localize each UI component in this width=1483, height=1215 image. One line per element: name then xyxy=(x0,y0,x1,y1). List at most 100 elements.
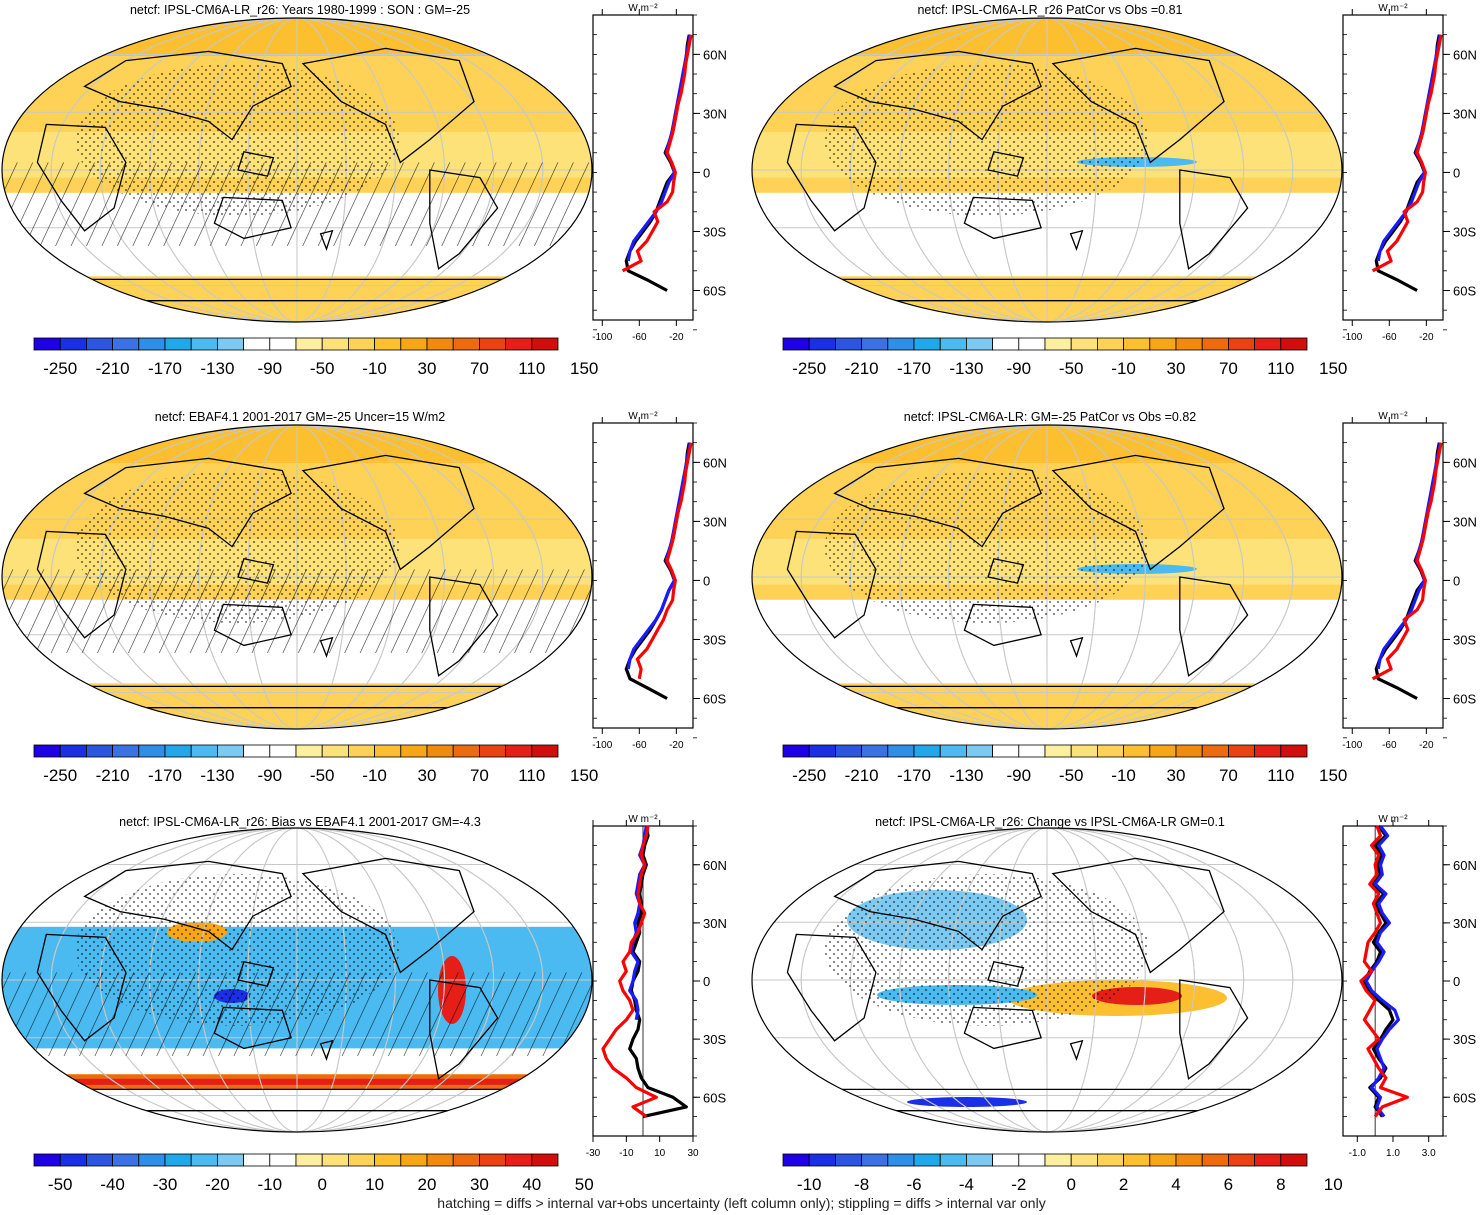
lat-label: 30N xyxy=(703,916,727,931)
map-border xyxy=(751,424,1343,730)
colorbar-label: 4 xyxy=(1171,1175,1180,1194)
colorbar-swatch xyxy=(478,744,506,758)
colorbar-label: 50 xyxy=(575,1175,594,1194)
colorbar-label: 30 xyxy=(1167,359,1186,378)
colorbar-swatch xyxy=(452,337,480,351)
colorbar-swatch xyxy=(59,337,87,351)
colorbar-swatch xyxy=(426,744,454,758)
x-tick-label: -30 xyxy=(586,1148,601,1159)
profile-line-obs xyxy=(1371,442,1443,681)
colorbar-label: -50 xyxy=(310,359,335,378)
colorbar-swatch xyxy=(190,744,218,758)
lat-label: 60N xyxy=(703,858,727,873)
colorbar-swatch xyxy=(59,1153,87,1167)
colorbar-swatch xyxy=(505,337,533,351)
colorbar-swatch xyxy=(86,744,114,758)
lat-label: 0 xyxy=(1453,165,1460,180)
colorbar-swatch xyxy=(1070,1153,1098,1167)
x-tick-label: -60 xyxy=(1382,332,1397,343)
colorbar-swatch xyxy=(269,337,297,351)
colorbar-swatch xyxy=(86,1153,114,1167)
profile-frame xyxy=(1342,825,1444,1137)
stippling xyxy=(824,874,1150,1026)
lat-label: 60S xyxy=(1453,1090,1476,1105)
colorbar-swatch xyxy=(452,744,480,758)
colorbar-swatch xyxy=(243,337,271,351)
colorbar-label: 110 xyxy=(1267,766,1294,785)
colorbar-swatch xyxy=(59,744,87,758)
colorbar-label: -50 xyxy=(1059,766,1084,785)
colorbar-swatch xyxy=(1254,744,1282,758)
colorbar-swatch xyxy=(1175,1153,1203,1167)
colorbar-label: 6 xyxy=(1224,1175,1233,1194)
colorbar-swatch xyxy=(112,1153,140,1167)
colorbar-label: 30 xyxy=(1167,766,1186,785)
hatching xyxy=(2,972,592,1056)
panel-title-5: netcf: IPSL-CM6A-LR_r26: Bias vs EBAF4.1… xyxy=(119,815,481,829)
profile-line-obs xyxy=(601,825,658,1118)
colorbar-label: -50 xyxy=(48,1175,73,1194)
colorbar-swatch xyxy=(835,1153,863,1167)
colorbar-swatch xyxy=(86,337,114,351)
colorbar-swatch xyxy=(400,337,428,351)
x-tick-label: -60 xyxy=(1382,740,1397,751)
colorbar-swatch xyxy=(782,744,810,758)
colorbar-label: -40 xyxy=(100,1175,125,1194)
colorbar-label: -210 xyxy=(845,766,879,785)
colorbar-swatch xyxy=(887,337,915,351)
profile-unit: W m⁻² xyxy=(628,814,658,825)
colorbar-swatch xyxy=(1228,337,1256,351)
colorbar-label: -170 xyxy=(897,359,931,378)
zonal-profile-1: 60N 30N 0 30S 60S -100 -60 -20 W m⁻² xyxy=(592,3,727,343)
colorbar-swatch xyxy=(33,1153,61,1167)
colorbar-swatch xyxy=(1175,744,1203,758)
coastline-7 xyxy=(1069,229,1084,251)
colorbar-swatch xyxy=(1123,1153,1151,1167)
x-tick-label: -20 xyxy=(1419,740,1434,751)
graticule-lon xyxy=(800,425,1294,729)
colorbar-swatch xyxy=(992,744,1020,758)
map-field-3 xyxy=(2,425,592,729)
colorbar-swatch xyxy=(782,337,810,351)
colorbar-swatch xyxy=(1280,1153,1308,1167)
profile-line-obs xyxy=(1371,34,1443,273)
colorbar-label: -10 xyxy=(362,359,387,378)
colorbar-6: -10 -8 -6 -4 -2 0 2 4 6 8 10 xyxy=(782,1153,1343,1194)
colorbar-label: 30 xyxy=(418,766,437,785)
colorbar-swatch xyxy=(321,744,349,758)
colorbar-label: 30 xyxy=(418,359,437,378)
colorbar-label: 70 xyxy=(470,766,489,785)
colorbar-label: 40 xyxy=(522,1175,541,1194)
colorbar-swatch xyxy=(1280,337,1308,351)
profile-frame xyxy=(1342,422,1444,729)
colorbar-swatch xyxy=(913,744,941,758)
map-panel-4 xyxy=(751,424,1343,730)
colorbar-swatch xyxy=(347,1153,375,1167)
lat-label: 30N xyxy=(1453,106,1477,121)
lat-label: 30N xyxy=(1453,916,1477,931)
colorbar-swatch xyxy=(1149,337,1177,351)
panel-title-3: netcf: EBAF4.1 2001-2017 GM=-25 Uncer=15… xyxy=(154,410,446,424)
colorbar-swatch xyxy=(33,337,61,351)
coastline-5 xyxy=(1179,979,1249,1080)
colorbar-swatch xyxy=(1018,744,1046,758)
coastline-5 xyxy=(1179,169,1249,270)
colorbar-label: -10 xyxy=(797,1175,822,1194)
lat-label: 0 xyxy=(1453,974,1460,989)
colorbar-swatch xyxy=(269,1153,297,1167)
colorbar-label: -30 xyxy=(153,1175,178,1194)
hatching xyxy=(2,162,592,246)
lat-label: 30N xyxy=(703,106,727,121)
colorbar-label: -170 xyxy=(148,766,182,785)
colorbar-swatch xyxy=(400,1153,428,1167)
x-tick-label: -20 xyxy=(1419,332,1434,343)
graticule-lon xyxy=(800,828,1294,1132)
colorbar-swatch xyxy=(347,744,375,758)
panel-title-2: netcf: IPSL-CM6A-LR_r26 PatCor vs Obs =0… xyxy=(917,3,1183,17)
colorbar-swatch xyxy=(374,337,402,351)
map-border xyxy=(1,424,593,730)
colorbar-4: -250 -210 -170 -130 -90 -50 -10 30 70 110 150 xyxy=(782,744,1347,785)
colorbar-label: -170 xyxy=(897,766,931,785)
colorbar-label: -8 xyxy=(854,1175,869,1194)
colorbar-swatch xyxy=(138,337,166,351)
